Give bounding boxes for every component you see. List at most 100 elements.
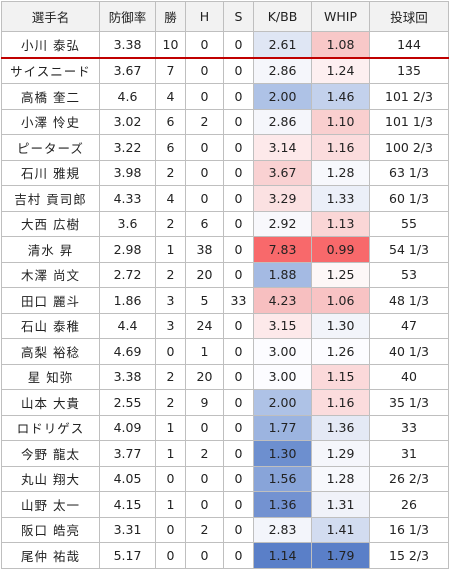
cell-holds[interactable]: 0	[185, 542, 224, 569]
cell-saves[interactable]: 0	[223, 261, 254, 288]
cell-holds[interactable]: 0	[185, 414, 224, 441]
cell-innings[interactable]: 26 2/3	[369, 465, 449, 492]
header-holds[interactable]: H	[185, 1, 224, 32]
cell-wins[interactable]: 2	[155, 363, 186, 390]
cell-holds[interactable]: 38	[185, 236, 224, 263]
cell-whip[interactable]: 1.41	[311, 516, 370, 543]
cell-kbb[interactable]: 1.36	[253, 491, 312, 518]
cell-kbb[interactable]: 1.14	[253, 542, 312, 569]
header-wins[interactable]: 勝	[155, 1, 186, 32]
cell-name[interactable]: 高梨 裕稔	[1, 338, 100, 365]
cell-saves[interactable]: 0	[223, 440, 254, 467]
cell-innings[interactable]: 53	[369, 261, 449, 288]
cell-era[interactable]: 4.6	[99, 83, 156, 110]
cell-kbb[interactable]: 7.83	[253, 236, 312, 263]
cell-whip[interactable]: 1.26	[311, 338, 370, 365]
cell-era[interactable]: 3.22	[99, 134, 156, 161]
cell-wins[interactable]: 3	[155, 287, 186, 314]
cell-era[interactable]: 4.69	[99, 338, 156, 365]
cell-kbb[interactable]: 2.00	[253, 389, 312, 416]
cell-saves[interactable]: 0	[223, 159, 254, 186]
cell-wins[interactable]: 2	[155, 261, 186, 288]
cell-wins[interactable]: 1	[155, 440, 186, 467]
cell-innings[interactable]: 63 1/3	[369, 159, 449, 186]
cell-innings[interactable]: 40	[369, 363, 449, 390]
cell-era[interactable]: 3.38	[99, 363, 156, 390]
cell-innings[interactable]: 40 1/3	[369, 338, 449, 365]
cell-name[interactable]: 田口 麗斗	[1, 287, 100, 314]
cell-whip[interactable]: 1.16	[311, 134, 370, 161]
cell-name[interactable]: 阪口 皓亮	[1, 516, 100, 543]
cell-name[interactable]: 高橋 奎二	[1, 83, 100, 110]
cell-saves[interactable]: 0	[223, 465, 254, 492]
cell-innings[interactable]: 55	[369, 210, 449, 237]
cell-name[interactable]: 山本 大貴	[1, 389, 100, 416]
cell-saves[interactable]: 0	[223, 414, 254, 441]
cell-name[interactable]: ロドリゲス	[1, 414, 100, 441]
cell-innings[interactable]: 101 2/3	[369, 83, 449, 110]
cell-saves[interactable]: 0	[223, 210, 254, 237]
cell-kbb[interactable]: 3.00	[253, 338, 312, 365]
cell-kbb[interactable]: 2.61	[253, 31, 312, 59]
cell-innings[interactable]: 16 1/3	[369, 516, 449, 543]
cell-innings[interactable]: 48 1/3	[369, 287, 449, 314]
cell-era[interactable]: 2.55	[99, 389, 156, 416]
cell-whip[interactable]: 1.16	[311, 389, 370, 416]
cell-kbb[interactable]: 3.14	[253, 134, 312, 161]
cell-saves[interactable]: 0	[223, 312, 254, 339]
cell-innings[interactable]: 26	[369, 491, 449, 518]
cell-wins[interactable]: 0	[155, 465, 186, 492]
cell-saves[interactable]: 33	[223, 287, 254, 314]
cell-wins[interactable]: 4	[155, 185, 186, 212]
cell-whip[interactable]: 1.33	[311, 185, 370, 212]
cell-kbb[interactable]: 1.77	[253, 414, 312, 441]
cell-kbb[interactable]: 2.00	[253, 83, 312, 110]
cell-whip[interactable]: 1.24	[311, 57, 370, 84]
cell-saves[interactable]: 0	[223, 516, 254, 543]
cell-saves[interactable]: 0	[223, 134, 254, 161]
cell-era[interactable]: 3.67	[99, 57, 156, 84]
cell-kbb[interactable]: 2.86	[253, 108, 312, 135]
cell-era[interactable]: 3.98	[99, 159, 156, 186]
cell-wins[interactable]: 7	[155, 57, 186, 84]
cell-holds[interactable]: 2	[185, 440, 224, 467]
cell-whip[interactable]: 1.79	[311, 542, 370, 569]
cell-innings[interactable]: 33	[369, 414, 449, 441]
cell-whip[interactable]: 1.06	[311, 287, 370, 314]
cell-wins[interactable]: 2	[155, 159, 186, 186]
cell-wins[interactable]: 2	[155, 210, 186, 237]
cell-kbb[interactable]: 4.23	[253, 287, 312, 314]
cell-era[interactable]: 4.4	[99, 312, 156, 339]
cell-innings[interactable]: 144	[369, 31, 449, 59]
cell-whip[interactable]: 1.36	[311, 414, 370, 441]
cell-era[interactable]: 3.77	[99, 440, 156, 467]
cell-wins[interactable]: 0	[155, 338, 186, 365]
cell-name[interactable]: 吉村 貢司郎	[1, 185, 100, 212]
cell-holds[interactable]: 0	[185, 185, 224, 212]
cell-holds[interactable]: 0	[185, 31, 224, 59]
cell-era[interactable]: 3.6	[99, 210, 156, 237]
cell-kbb[interactable]: 3.67	[253, 159, 312, 186]
cell-name[interactable]: ピーターズ	[1, 134, 100, 161]
cell-kbb[interactable]: 1.30	[253, 440, 312, 467]
cell-saves[interactable]: 0	[223, 491, 254, 518]
cell-kbb[interactable]: 3.00	[253, 363, 312, 390]
cell-kbb[interactable]: 1.56	[253, 465, 312, 492]
cell-kbb[interactable]: 3.29	[253, 185, 312, 212]
cell-era[interactable]: 2.98	[99, 236, 156, 263]
cell-era[interactable]: 3.02	[99, 108, 156, 135]
cell-era[interactable]: 5.17	[99, 542, 156, 569]
cell-name[interactable]: サイスニード	[1, 57, 100, 84]
cell-wins[interactable]: 10	[155, 31, 186, 59]
cell-era[interactable]: 4.15	[99, 491, 156, 518]
cell-holds[interactable]: 24	[185, 312, 224, 339]
cell-innings[interactable]: 31	[369, 440, 449, 467]
cell-kbb[interactable]: 3.15	[253, 312, 312, 339]
cell-wins[interactable]: 0	[155, 516, 186, 543]
cell-era[interactable]: 3.31	[99, 516, 156, 543]
cell-saves[interactable]: 0	[223, 389, 254, 416]
cell-holds[interactable]: 6	[185, 210, 224, 237]
cell-saves[interactable]: 0	[223, 31, 254, 59]
cell-holds[interactable]: 5	[185, 287, 224, 314]
cell-era[interactable]: 1.86	[99, 287, 156, 314]
